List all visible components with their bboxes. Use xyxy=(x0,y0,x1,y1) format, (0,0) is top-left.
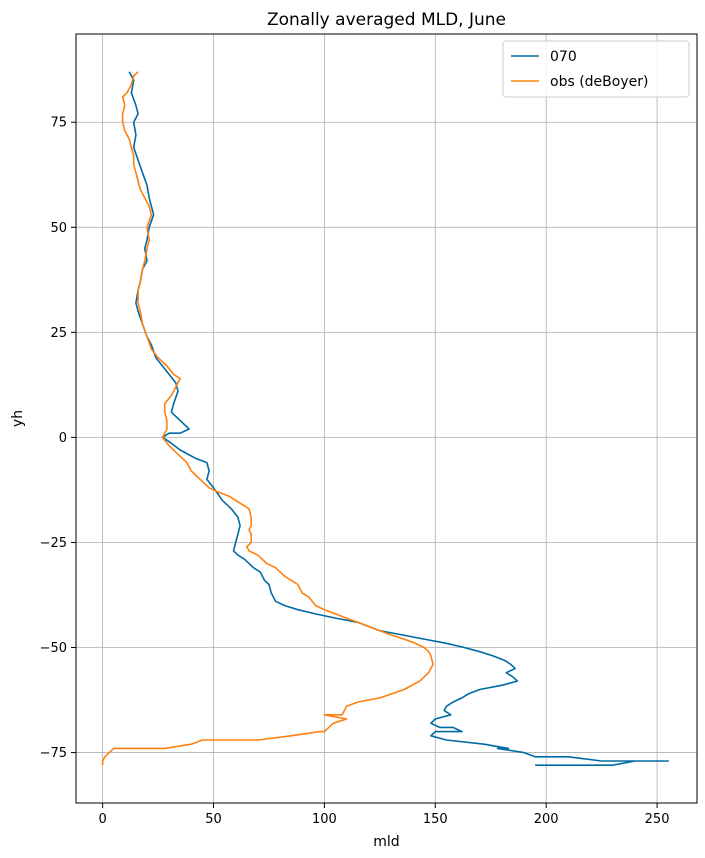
series-line-obs-deboyer xyxy=(101,71,434,766)
x-tick-label: 250 xyxy=(645,812,670,827)
y-tick-label: 0 xyxy=(59,431,67,446)
x-tick-label: 150 xyxy=(423,812,448,827)
y-tick-label: 75 xyxy=(50,116,67,131)
x-tick-label: 100 xyxy=(312,812,337,827)
grid xyxy=(76,34,697,803)
y-axis: −75 −50 −25 0 25 50 75 xyxy=(40,116,76,761)
y-tick-label: −75 xyxy=(40,746,67,761)
legend-label: obs (deBoyer) xyxy=(550,74,648,90)
x-tick-label: 200 xyxy=(534,812,559,827)
y-tick-label: 25 xyxy=(50,326,67,341)
x-axis: 0 50 100 150 200 250 xyxy=(98,803,669,827)
plot-frame xyxy=(75,33,698,804)
y-axis-label: yh xyxy=(10,410,26,427)
series-layer xyxy=(101,71,669,766)
x-axis-label: mld xyxy=(373,834,399,850)
legend-box xyxy=(502,40,690,98)
x-tick-label: 50 xyxy=(205,812,222,827)
series-line-070 xyxy=(128,71,669,766)
chart-title: Zonally averaged MLD, June xyxy=(267,10,506,30)
y-tick-label: −50 xyxy=(40,641,67,656)
x-tick-label: 0 xyxy=(98,812,106,827)
y-tick-label: −25 xyxy=(40,536,67,551)
legend-label: 070 xyxy=(550,49,577,65)
legend: 070 obs (deBoyer) xyxy=(502,40,690,98)
y-tick-label: 50 xyxy=(50,221,67,236)
